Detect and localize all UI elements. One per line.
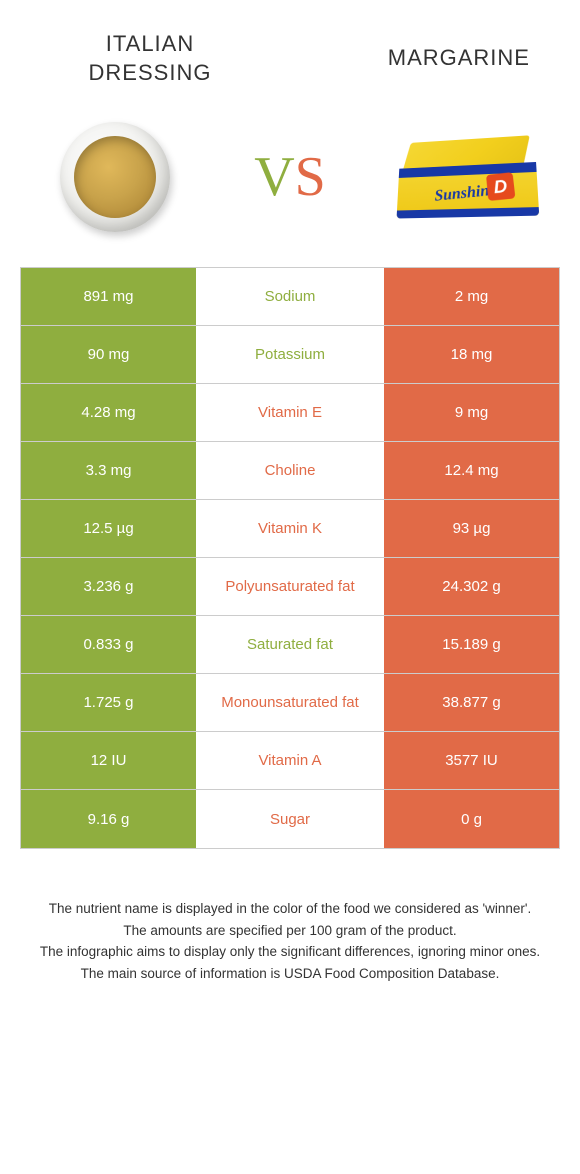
right-value: 12.4 mg	[384, 442, 559, 499]
table-row: 1.725 gMonounsaturated fat38.877 g	[21, 674, 559, 732]
right-value: 93 µg	[384, 500, 559, 557]
nutrient-label: Potassium	[196, 326, 384, 383]
table-row: 3.3 mgCholine12.4 mg	[21, 442, 559, 500]
left-value: 9.16 g	[21, 790, 196, 848]
note-line: The infographic aims to display only the…	[30, 942, 550, 962]
table-row: 4.28 mgVitamin E9 mg	[21, 384, 559, 442]
note-line: The amounts are specified per 100 gram o…	[30, 921, 550, 941]
note-line: The main source of information is USDA F…	[30, 964, 550, 984]
nutrient-label: Vitamin E	[196, 384, 384, 441]
vs-label: VS	[254, 145, 326, 209]
title-right: MARGARINE	[330, 44, 530, 73]
nutrient-label: Sodium	[196, 268, 384, 325]
left-value: 3.236 g	[21, 558, 196, 615]
nutrient-label: Sugar	[196, 790, 384, 848]
comparison-table: 891 mgSodium2 mg90 mgPotassium18 mg4.28 …	[20, 267, 560, 849]
right-value: 18 mg	[384, 326, 559, 383]
left-value: 90 mg	[21, 326, 196, 383]
right-value: 24.302 g	[384, 558, 559, 615]
margarine-d-icon: D	[486, 172, 515, 201]
left-value: 4.28 mg	[21, 384, 196, 441]
table-row: 12.5 µgVitamin K93 µg	[21, 500, 559, 558]
right-value: 0 g	[384, 790, 559, 848]
vs-row: VS Sunshine D	[0, 107, 580, 267]
table-row: 3.236 gPolyunsaturated fat24.302 g	[21, 558, 559, 616]
right-value: 3577 IU	[384, 732, 559, 789]
left-value: 0.833 g	[21, 616, 196, 673]
left-value: 891 mg	[21, 268, 196, 325]
nutrient-label: Monounsaturated fat	[196, 674, 384, 731]
italian-dressing-image	[40, 117, 190, 237]
table-row: 9.16 gSugar0 g	[21, 790, 559, 848]
nutrient-label: Polyunsaturated fat	[196, 558, 384, 615]
table-row: 891 mgSodium2 mg	[21, 268, 559, 326]
title-left: ITALIAN DRESSING	[50, 30, 250, 87]
nutrient-label: Saturated fat	[196, 616, 384, 673]
note-line: The nutrient name is displayed in the co…	[30, 899, 550, 919]
table-row: 12 IUVitamin A3577 IU	[21, 732, 559, 790]
table-row: 90 mgPotassium18 mg	[21, 326, 559, 384]
nutrient-label: Vitamin A	[196, 732, 384, 789]
header: ITALIAN DRESSING MARGARINE	[0, 0, 580, 107]
right-value: 15.189 g	[384, 616, 559, 673]
margarine-image: Sunshine D	[390, 117, 540, 237]
left-value: 12.5 µg	[21, 500, 196, 557]
right-value: 38.877 g	[384, 674, 559, 731]
nutrient-label: Vitamin K	[196, 500, 384, 557]
left-value: 3.3 mg	[21, 442, 196, 499]
right-value: 2 mg	[384, 268, 559, 325]
table-row: 0.833 gSaturated fat15.189 g	[21, 616, 559, 674]
right-value: 9 mg	[384, 384, 559, 441]
left-value: 12 IU	[21, 732, 196, 789]
footer-notes: The nutrient name is displayed in the co…	[0, 849, 580, 983]
nutrient-label: Choline	[196, 442, 384, 499]
left-value: 1.725 g	[21, 674, 196, 731]
